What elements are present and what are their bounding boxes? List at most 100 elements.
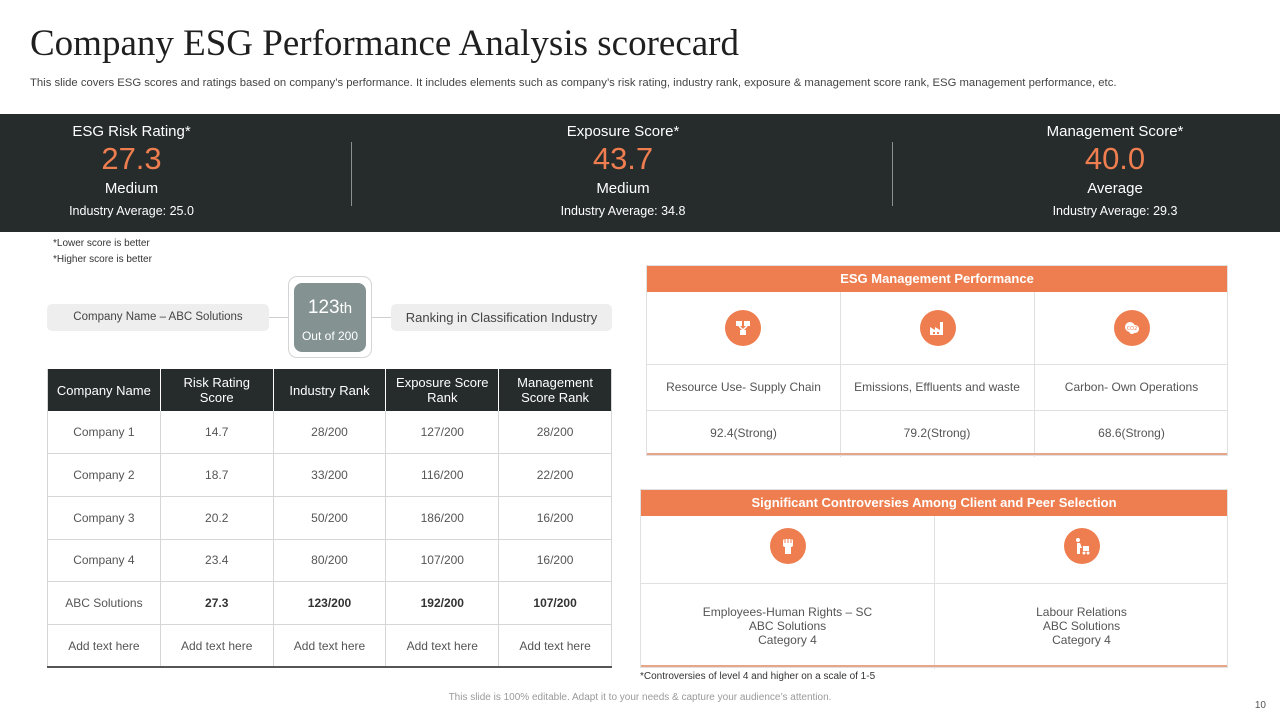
table-row: Company 2 18.7 33/200 116/200 22/200 [47, 453, 612, 497]
rank-suffix: th [339, 300, 353, 317]
table-cell: 16/200 [498, 496, 612, 540]
table-cell: 123/200 [272, 581, 386, 625]
page-number: 10 [1254, 700, 1266, 711]
raised-fist-icon [770, 528, 806, 564]
page-subtitle: This slide covers ESG scores and ratings… [30, 77, 1117, 89]
controversies-panel: Significant Controversies Among Client a… [640, 489, 1229, 669]
exposure-score-block: Exposure Score* 43.7 Medium Industry Ave… [493, 114, 753, 232]
connector-line [268, 317, 290, 318]
table-cell: 18.7 [159, 453, 274, 497]
col-header-industry-rank: Industry Rank [272, 369, 386, 411]
table-cell: 28/200 [498, 411, 612, 455]
score-value: 43.7 [592, 141, 654, 176]
table-cell: ABC Solutions [47, 581, 161, 625]
divider [647, 453, 1227, 455]
table-cell: Add text here [498, 624, 612, 669]
panel-title: Significant Controversies Among Client a… [641, 490, 1227, 516]
divider [351, 142, 352, 206]
rank-out-of: Out of 200 [301, 329, 359, 343]
score-level: Average [1087, 180, 1143, 197]
connector-line [370, 317, 392, 318]
company-name-pill: Company Name – ABC Solutions [47, 304, 269, 331]
esg-risk-rating-block: ESG Risk Rating* 27.3 Medium Industry Av… [0, 114, 263, 232]
table-cell: 50/200 [272, 496, 386, 540]
score-label: Exposure Score* [566, 123, 680, 140]
table-row: Company 4 23.4 80/200 107/200 16/200 [47, 539, 612, 583]
ranking-label-pill: Ranking in Classification Industry [391, 304, 612, 331]
carbon-icon: CO2 [1114, 310, 1150, 346]
table-cell: Company 1 [47, 411, 161, 455]
divider [647, 410, 1227, 411]
controversy-line: Category 4 [1052, 633, 1111, 647]
table-cell: Company 4 [47, 539, 161, 583]
table-cell: Add text here [272, 624, 386, 669]
table-cell: 28/200 [272, 411, 386, 455]
table-cell: 192/200 [385, 581, 499, 625]
table-cell: 27.3 [159, 581, 274, 625]
svg-text:CO2: CO2 [1127, 326, 1138, 332]
controversy-line: ABC Solutions [748, 619, 827, 633]
divider [641, 665, 1227, 667]
col-header-risk-rating: Risk Rating Score [159, 369, 274, 411]
industry-average: Industry Average: 29.3 [1052, 204, 1178, 218]
col-header-exposure-rank: Exposure Score Rank [385, 369, 499, 411]
controversy-line: Employees-Human Rights – SC [702, 605, 873, 619]
lower-score-note: *Lower score is better [53, 238, 150, 249]
divider [892, 142, 893, 206]
table-cell: Add text here [159, 624, 274, 669]
score-level: Medium [596, 180, 650, 197]
controversies-footnote: *Controversies of level 4 and higher on … [640, 671, 876, 682]
table-cell: Company 2 [47, 453, 161, 497]
table-row: Add text here Add text here Add text her… [47, 624, 612, 669]
controversy-item: Employees-Human Rights – SC ABC Solution… [641, 605, 934, 647]
footer-text: This slide is 100% editable. Adapt it to… [448, 692, 832, 703]
table-cell: 14.7 [159, 411, 274, 455]
score-value: 27.3 [101, 141, 162, 176]
table-cell: 16/200 [498, 539, 612, 583]
table-cell: 33/200 [272, 453, 386, 497]
col-header-management-rank: Management Score Rank [498, 369, 612, 411]
divider [934, 516, 935, 669]
company-comparison-table: Company Name Risk Rating Score Industry … [47, 369, 612, 669]
table-row: Company 3 20.2 50/200 186/200 16/200 [47, 496, 612, 540]
esg-item-score: 92.4(Strong) [710, 426, 777, 440]
esg-item-score: 68.6(Strong) [1098, 426, 1165, 440]
table-cell: 186/200 [385, 496, 499, 540]
score-bar: ESG Risk Rating* 27.3 Medium Industry Av… [0, 114, 1280, 232]
table-cell: Company 3 [47, 496, 161, 540]
col-header-company-name: Company Name [47, 369, 161, 411]
factory-icon [920, 310, 956, 346]
supply-chain-icon [725, 310, 761, 346]
esg-item-label: Resource Use- Supply Chain [666, 380, 821, 394]
table-cell: Add text here [47, 624, 161, 669]
table-cell: Add text here [385, 624, 499, 669]
table-cell: 127/200 [385, 411, 499, 455]
management-score-block: Management Score* 40.0 Average Industry … [985, 114, 1245, 232]
table-cell: 22/200 [498, 453, 612, 497]
table-cell: 20.2 [159, 496, 274, 540]
esg-item-label: Carbon- Own Operations [1064, 380, 1199, 394]
controversy-item: Labour Relations ABC Solutions Category … [934, 605, 1229, 647]
controversy-line: Labour Relations [1036, 605, 1127, 619]
rank-box: 123th Out of 200 [294, 283, 366, 352]
table-cell: 80/200 [272, 539, 386, 583]
table-row-highlight: ABC Solutions 27.3 123/200 192/200 107/2… [47, 581, 612, 625]
esg-item-label: Emissions, Effluents and waste [854, 380, 1020, 394]
score-label: ESG Risk Rating* [72, 123, 191, 140]
table-cell: 107/200 [385, 539, 499, 583]
industry-average: Industry Average: 34.8 [560, 204, 686, 218]
divider [647, 364, 1227, 365]
panel-title: ESG Management Performance [647, 266, 1227, 292]
esg-item-score: 79.2(Strong) [903, 426, 971, 440]
controversy-line: Category 4 [758, 633, 817, 647]
table-row: Company 1 14.7 28/200 127/200 28/200 [47, 411, 612, 455]
divider [840, 292, 841, 457]
divider [641, 583, 1227, 584]
score-label: Management Score* [1046, 123, 1184, 140]
industry-average: Industry Average: 25.0 [69, 204, 194, 218]
divider [1034, 292, 1035, 457]
table-cell: 23.4 [159, 539, 274, 583]
table-cell: 116/200 [385, 453, 499, 497]
table-header-row: Company Name Risk Rating Score Industry … [47, 369, 612, 411]
higher-score-note: *Higher score is better [53, 254, 152, 265]
